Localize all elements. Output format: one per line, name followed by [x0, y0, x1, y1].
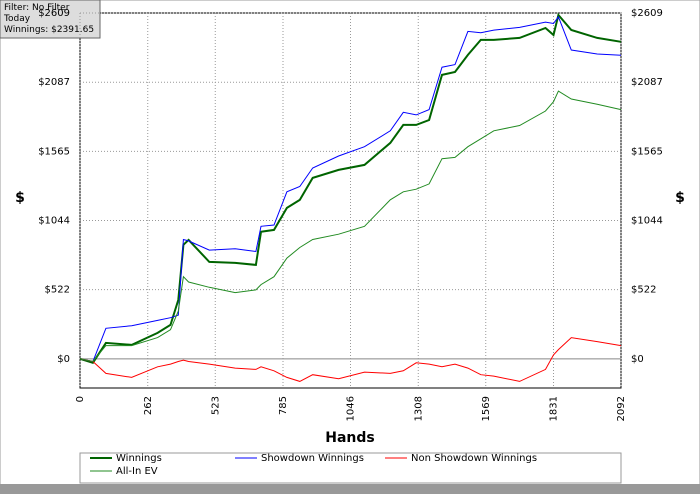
y-tick-label-right: $1044 [631, 215, 663, 226]
legend [79, 452, 622, 484]
series-line [79, 12, 622, 364]
y-tick-label-right: $1565 [631, 146, 663, 157]
x-tick-label: 1046 [346, 396, 357, 421]
x-tick-label: 1308 [413, 396, 424, 421]
y-axis-label-right: $ [675, 190, 685, 206]
series-line [79, 90, 622, 363]
x-tick-label: 1831 [549, 396, 560, 421]
x-tick-label: 0 [75, 396, 86, 402]
legend-label: All-In EV [116, 466, 158, 477]
filter-text: Today [3, 14, 31, 24]
legend-label: Non Showdown Winnings [411, 453, 537, 464]
x-tick-label: 2092 [616, 396, 627, 421]
x-tick-label: 523 [210, 396, 221, 415]
y-tick-label: $2609 [38, 8, 70, 19]
y-tick-label-right: $2087 [631, 77, 663, 88]
y-tick-label: $1044 [38, 215, 70, 226]
legend-label: Showdown Winnings [261, 453, 364, 464]
series-line [79, 15, 622, 363]
y-tick-label: $0 [57, 354, 70, 365]
y-tick-label: $2087 [38, 77, 70, 88]
status-bar [0, 484, 700, 494]
series-line [79, 337, 622, 382]
x-tick-label: 785 [278, 396, 289, 415]
filter-text: Filter: No Filter [4, 3, 70, 13]
y-axis-label: $ [15, 190, 25, 206]
legend-label: Winnings [116, 453, 162, 464]
y-tick-label-right: $0 [631, 354, 644, 365]
filter-text: Winnings: $2391.65 [4, 25, 94, 35]
y-tick-label: $522 [45, 285, 70, 296]
y-tick-label-right: $522 [631, 285, 656, 296]
y-tick-label-right: $2609 [631, 8, 663, 19]
x-tick-label: 1569 [481, 396, 492, 421]
y-tick-label: $1565 [38, 146, 70, 157]
filter-box [0, 0, 101, 39]
x-tick-label: 262 [143, 396, 154, 415]
x-axis-label: Hands [325, 430, 375, 446]
